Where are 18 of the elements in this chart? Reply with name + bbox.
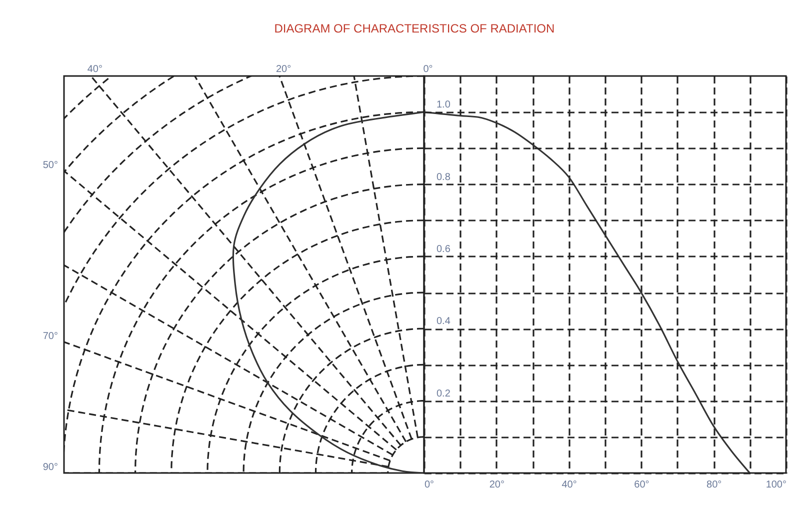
x-tick-label: 60° — [634, 480, 650, 490]
y-tick-label: 0.4 — [436, 316, 451, 328]
y-tick-label: 0.8 — [436, 172, 451, 183]
x-tick-label: 0° — [424, 480, 434, 490]
text: 50° — [42, 160, 58, 171]
x-tick-label: 80° — [706, 480, 722, 490]
y-tick-label: 1.0 — [436, 100, 451, 111]
chart-title: DIAGRAM OF CHARACTERISTICS OF RADIATION — [274, 21, 555, 36]
y-tick-label: 0.6 — [436, 244, 451, 255]
x-tick-label: 40° — [562, 480, 577, 490]
text: 70° — [42, 330, 58, 342]
text: 40° — [87, 64, 102, 75]
text: 90° — [42, 462, 58, 473]
x-tick-label: 20° — [489, 480, 504, 490]
text: 20° — [276, 64, 292, 75]
text: 0° — [423, 64, 433, 75]
y-tick-label: 0.2 — [436, 388, 451, 400]
x-tick-label: 100° — [766, 480, 786, 490]
